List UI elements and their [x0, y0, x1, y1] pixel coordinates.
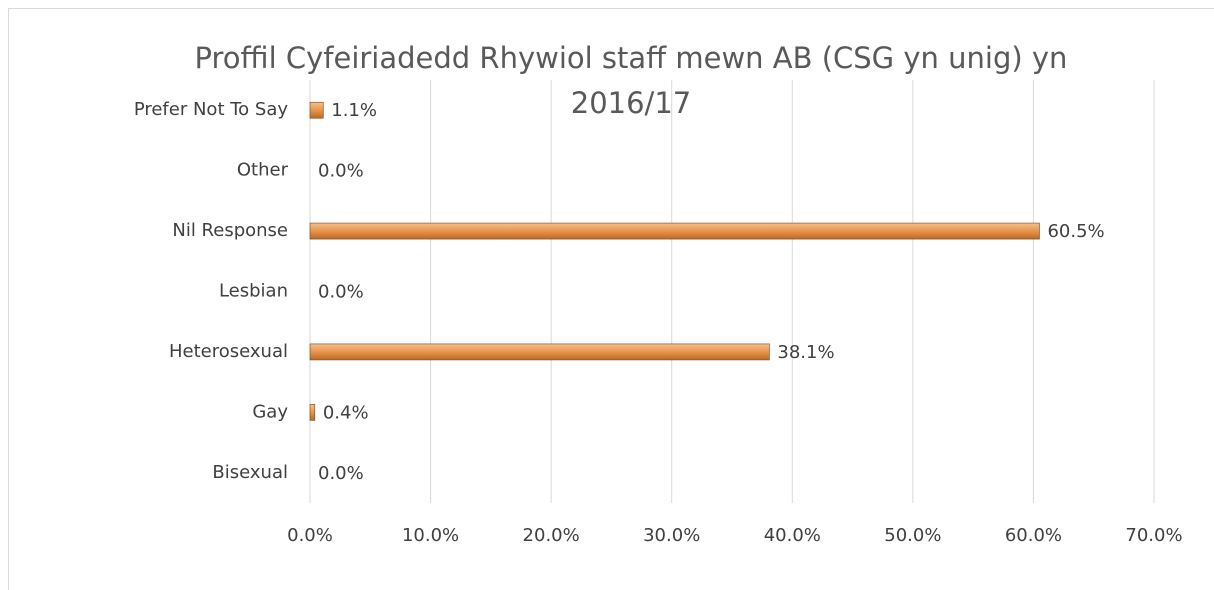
y-tick-label: Gay [252, 401, 288, 422]
chart-border [8, 8, 1214, 590]
data-label: 0.0% [318, 161, 364, 182]
y-tick-label: Nil Response [172, 220, 288, 241]
x-tick-label: 30.0% [643, 525, 700, 546]
y-tick-label: Lesbian [219, 281, 288, 302]
bar [309, 222, 1040, 240]
y-tick-label: Other [237, 160, 289, 181]
y-tick-label: Heterosexual [169, 341, 288, 362]
data-label: 38.1% [777, 342, 834, 363]
chart-title: Proffil Cyfeiriadedd Rhywiol staff mewn … [194, 41, 1068, 120]
y-tick-label: Bisexual [212, 462, 288, 483]
x-tick-label: 40.0% [764, 525, 821, 546]
data-label: 1.1% [331, 100, 377, 121]
x-tick-label: 0.0% [287, 525, 333, 546]
bar [309, 343, 770, 361]
data-label: 0.0% [318, 463, 364, 484]
x-tick-label: 70.0% [1125, 525, 1182, 546]
data-label: 0.4% [323, 402, 369, 423]
x-tick-label: 10.0% [402, 525, 459, 546]
bar [309, 404, 316, 421]
data-label: 60.5% [1047, 221, 1104, 242]
x-tick-label: 60.0% [1005, 525, 1062, 546]
data-label: 0.0% [318, 282, 364, 303]
y-tick-label: Prefer Not To Say [134, 99, 289, 120]
x-tick-label: 50.0% [884, 525, 941, 546]
x-tick-label: 20.0% [523, 525, 580, 546]
bar [309, 101, 324, 119]
